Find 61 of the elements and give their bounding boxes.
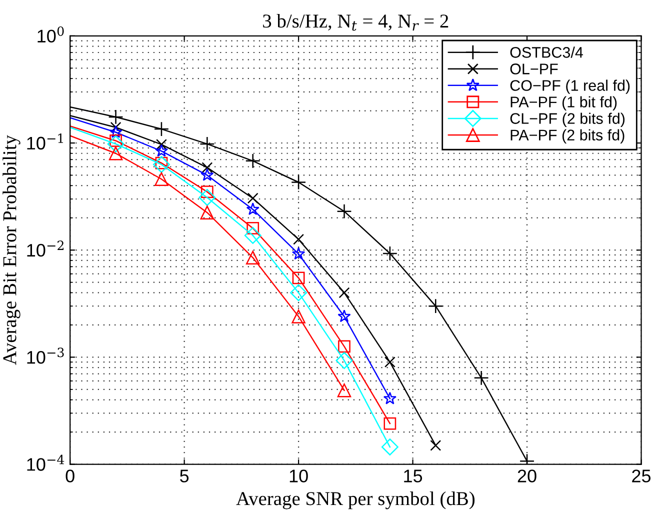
y-axis-title: Average Bit Error Probability (2, 135, 20, 366)
point (336, 204, 352, 219)
y-tick-label: 10$^{−3}$ (27, 348, 64, 364)
y-tick-label: 10$^{−2}$ (27, 240, 64, 257)
chart-title: 3 b/s/Hz, N$_{t}$ = 4, N$_{r}$ = 2 (263, 14, 448, 31)
point (198, 188, 216, 206)
point (338, 310, 351, 322)
point (108, 109, 124, 125)
x-tick-label: 25 (632, 470, 651, 482)
point (336, 352, 353, 370)
point (338, 287, 350, 298)
point (428, 298, 444, 314)
point (290, 174, 306, 190)
point (430, 440, 442, 451)
x-tick-label: 10 (290, 470, 308, 482)
point (381, 438, 398, 456)
point (110, 122, 122, 133)
x-tick-label: 5 (180, 470, 189, 482)
legend-label: CO−PF (1 real fd) (510, 80, 630, 94)
point (292, 247, 306, 260)
point (244, 226, 262, 244)
point (152, 156, 170, 173)
point (337, 383, 352, 398)
point (202, 162, 213, 174)
point (290, 284, 308, 302)
point (156, 138, 167, 150)
point (109, 125, 122, 138)
legend-label: OSTBC3/4 (510, 46, 583, 58)
point (245, 153, 260, 169)
x-tick-label: 20 (518, 470, 536, 482)
point (384, 417, 396, 430)
point (154, 172, 168, 186)
point (474, 370, 489, 386)
x-tick-label: 15 (404, 470, 422, 482)
point (200, 168, 214, 181)
y-tick-label: 10$^{0}$ (38, 26, 64, 42)
point (108, 146, 123, 160)
point (246, 222, 260, 234)
x-axis-title: Average SNR per symbol (dB) (236, 492, 475, 510)
point (246, 250, 260, 265)
point (384, 356, 396, 368)
point (293, 234, 304, 245)
y-tick-label: 10$^{−1}$ (27, 133, 63, 150)
point (200, 136, 215, 152)
legend-label: CL−PF (2 bits fd) (510, 112, 625, 127)
point (107, 135, 124, 152)
legend-label: PA−PF (1 bit fd) (510, 96, 617, 110)
legend-label: OL−PF (510, 64, 558, 74)
point (154, 121, 170, 137)
point (292, 272, 305, 284)
legend-label: PA−PF (2 bits fd) (510, 129, 624, 144)
point (200, 206, 214, 220)
point (154, 144, 168, 157)
point (247, 192, 258, 204)
point (382, 246, 398, 262)
x-tick-label: 0 (66, 470, 74, 482)
point (383, 392, 397, 404)
point (246, 202, 260, 216)
point (338, 340, 350, 353)
point (292, 310, 306, 324)
y-tick-label: 10$^{−4}$ (27, 454, 64, 471)
